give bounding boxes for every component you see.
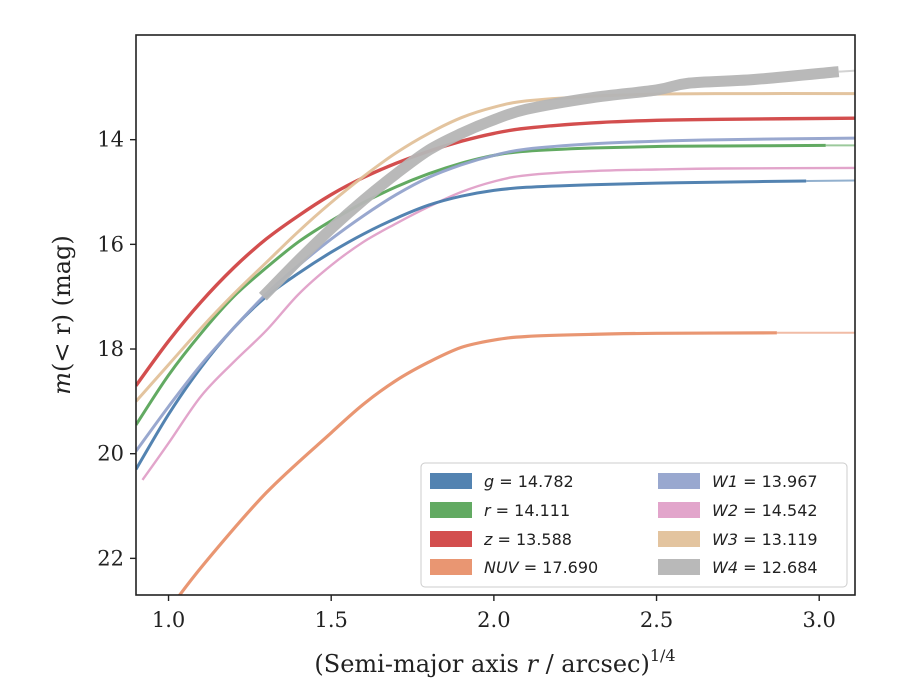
y-axis-label-r: (< r) xyxy=(48,314,76,372)
y-axis-label-m: m xyxy=(48,372,76,395)
y-axis-label: m(< r) (mag) xyxy=(48,235,76,395)
legend-box xyxy=(420,462,848,588)
legend-swatch-g xyxy=(430,473,472,489)
x-tick-label: 3.0 xyxy=(803,608,836,632)
x-axis: 1.0 1.5 2.0 2.5 3.0 xyxy=(152,595,836,632)
legend-band-W4: W4 xyxy=(712,558,738,577)
legend-swatch-W4 xyxy=(658,559,700,575)
legend-band-r: r xyxy=(484,501,492,520)
legend-swatch-NUV xyxy=(430,559,472,575)
legend-band-W1: W1 xyxy=(712,472,738,491)
y-tick-label: 20 xyxy=(97,442,124,466)
legend-value-r: = 14.111 xyxy=(491,501,571,520)
legend-label-W4: W4 = 12.684 xyxy=(712,558,818,577)
legend-value-g: = 14.782 xyxy=(494,472,574,491)
x-axis-label-suffix: / arcsec) xyxy=(538,650,650,678)
series-line-r xyxy=(136,143,826,426)
legend-value-W2: = 14.542 xyxy=(738,501,818,520)
x-axis-label: (Semi-major axis r / arcsec)1/4 xyxy=(314,646,675,678)
legend-value-z: = 13.588 xyxy=(492,530,572,549)
legend-swatch-z xyxy=(430,531,472,547)
legend-band-NUV: NUV xyxy=(484,558,520,577)
plot-frame xyxy=(135,34,856,596)
series-line-NUV xyxy=(177,331,777,595)
legend-value-W4: = 12.684 xyxy=(738,558,818,577)
y-tick-label: 14 xyxy=(97,128,124,152)
legend-label-z: z = 13.588 xyxy=(483,530,572,549)
legend-label-W1: W1 = 13.967 xyxy=(712,472,818,491)
legend-label-W2: W2 = 14.542 xyxy=(712,501,818,520)
x-tick-label: 1.5 xyxy=(315,608,348,632)
series-layer xyxy=(136,66,855,595)
legend-value-NUV: = 17.690 xyxy=(519,558,599,577)
x-axis-label-var: r xyxy=(526,650,539,678)
x-axis-label-exponent: 1/4 xyxy=(650,646,676,665)
legend-band-W3: W3 xyxy=(712,530,738,549)
y-tick-label: 16 xyxy=(97,232,124,256)
legend-swatch-W3 xyxy=(658,531,700,547)
legend-label-NUV: NUV = 17.690 xyxy=(484,558,598,577)
legend-swatch-r xyxy=(430,502,472,518)
series-line-W2 xyxy=(141,166,855,481)
series-extension-g xyxy=(806,179,855,182)
legend-swatch-W2 xyxy=(658,502,700,518)
legend-swatch-W1 xyxy=(658,473,700,489)
legend-label-g: g = 14.782 xyxy=(484,472,574,491)
legend-band-z: z xyxy=(483,530,493,549)
x-tick-label: 2.5 xyxy=(640,608,673,632)
y-tick-label: 22 xyxy=(97,546,124,570)
y-axis-label-unit: (mag) xyxy=(48,235,76,314)
legend-value-W3: = 13.119 xyxy=(738,530,818,549)
series-extension-W4 xyxy=(838,69,855,73)
legend-band-W2: W2 xyxy=(712,501,738,520)
series-line-W1 xyxy=(136,136,855,452)
series-line-W4 xyxy=(258,66,840,301)
y-axis: 14 16 18 20 22 xyxy=(97,128,136,570)
x-tick-label: 1.0 xyxy=(152,608,185,632)
y-tick-label: 18 xyxy=(97,337,124,361)
legend-label-W3: W3 = 13.119 xyxy=(712,530,818,549)
legend-band-g: g xyxy=(484,472,494,491)
x-tick-label: 2.0 xyxy=(477,608,510,632)
legend-value-W1: = 13.967 xyxy=(738,472,818,491)
legend-label-r: r = 14.111 xyxy=(484,501,570,520)
x-axis-label-prefix: (Semi-major axis xyxy=(314,650,526,678)
